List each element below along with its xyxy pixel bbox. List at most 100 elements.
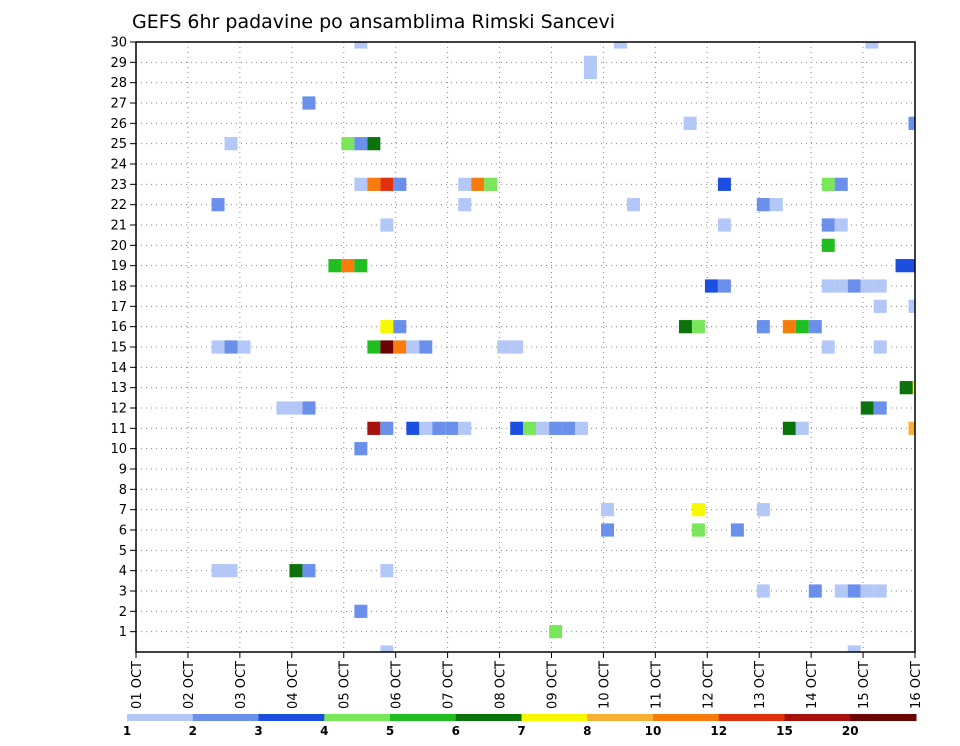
y-tick-label: 25 xyxy=(110,137,127,152)
colorbar-label: 7 xyxy=(517,724,525,738)
colorbar-swatch xyxy=(521,714,588,721)
precip-cell xyxy=(908,299,915,313)
precip-cell xyxy=(614,42,628,49)
precip-cell xyxy=(445,421,459,435)
precip-cell xyxy=(704,279,718,293)
precip-cell xyxy=(821,238,835,252)
grid-lines xyxy=(136,42,915,652)
x-tick-label: 08 OCT xyxy=(494,661,509,709)
precip-cell xyxy=(523,421,537,435)
colorbar-label: 8 xyxy=(583,724,591,738)
precip-cell xyxy=(683,116,697,130)
precip-cell xyxy=(834,584,848,598)
precip-cell xyxy=(847,279,861,293)
x-tick-label: 01 OCT xyxy=(130,661,145,709)
precip-cell xyxy=(583,65,597,80)
precip-cell xyxy=(354,177,368,191)
precip-cell xyxy=(224,137,238,151)
precip-cell xyxy=(821,177,835,191)
precip-cell xyxy=(289,564,303,578)
precip-cell xyxy=(821,340,835,354)
precip-cell xyxy=(302,564,316,578)
precip-cell xyxy=(860,584,874,598)
y-tick-label: 7 xyxy=(119,503,127,518)
y-tick-label: 22 xyxy=(110,198,127,213)
colorbar-label: 15 xyxy=(776,724,793,738)
precip-cell xyxy=(691,320,705,334)
precip-cell xyxy=(730,523,744,537)
precip-cell xyxy=(393,340,407,354)
colorbar-label: 1 xyxy=(123,724,131,738)
precip-cell xyxy=(224,340,238,354)
x-tick-label: 11 OCT xyxy=(649,661,664,709)
precip-cell xyxy=(328,259,342,273)
precip-cell xyxy=(302,96,316,110)
colorbar-label: 2 xyxy=(189,724,197,738)
y-tick-label: 14 xyxy=(110,361,127,376)
precip-cell xyxy=(354,137,368,151)
precip-cell xyxy=(908,116,915,130)
y-tick-label: 13 xyxy=(110,381,127,396)
precip-cell xyxy=(795,421,809,435)
colorbar-swatch xyxy=(653,714,720,721)
precip-cell xyxy=(873,299,887,313)
precip-cell xyxy=(458,421,472,435)
precip-cell xyxy=(367,137,381,151)
precip-cell xyxy=(380,564,394,578)
precip-cell xyxy=(419,340,433,354)
y-tick-label: 16 xyxy=(110,320,127,335)
y-tick-label: 30 xyxy=(110,36,127,51)
precip-cell xyxy=(393,177,407,191)
precip-cell xyxy=(756,320,770,334)
colorbar-swatch xyxy=(258,714,325,721)
precip-cell xyxy=(237,340,251,354)
x-tick-label: 05 OCT xyxy=(338,661,353,709)
x-tick-label: 02 OCT xyxy=(182,661,197,709)
precip-cell xyxy=(549,625,563,639)
precip-cell xyxy=(380,421,394,435)
precip-cell xyxy=(873,584,887,598)
colorbar-swatch xyxy=(324,714,391,721)
precip-cells xyxy=(211,42,915,652)
precip-cell xyxy=(601,523,615,537)
x-tick-label: 10 OCT xyxy=(597,661,612,709)
y-tick-label: 6 xyxy=(119,524,127,539)
y-tick-label: 15 xyxy=(110,341,127,356)
precip-cell xyxy=(834,177,848,191)
y-tick-label: 28 xyxy=(110,76,127,91)
precip-cell xyxy=(795,320,809,334)
precip-cell xyxy=(908,259,915,273)
precip-cell xyxy=(406,421,420,435)
x-tick-label: 12 OCT xyxy=(701,661,716,709)
precip-cell xyxy=(908,421,915,435)
precip-cell xyxy=(341,137,355,151)
precip-cell xyxy=(276,401,290,415)
colorbar-label: 12 xyxy=(710,724,727,738)
x-tick-label: 06 OCT xyxy=(390,661,405,709)
y-tick-label: 3 xyxy=(119,585,127,600)
y-tick-label: 26 xyxy=(110,117,127,132)
y-tick-label: 27 xyxy=(110,97,127,112)
precip-cell xyxy=(211,340,225,354)
precip-cell xyxy=(367,177,381,191)
precip-cell xyxy=(549,421,563,435)
precip-cell xyxy=(717,177,731,191)
precip-cell xyxy=(808,584,822,598)
colorbar-swatch xyxy=(127,714,194,721)
precip-cell xyxy=(756,584,770,598)
precip-cell xyxy=(873,401,887,415)
precip-cell xyxy=(458,177,472,191)
precip-cell xyxy=(756,503,770,517)
y-tick-label: 12 xyxy=(110,402,127,417)
x-tick-label: 15 OCT xyxy=(857,661,872,709)
x-tick-label: 14 OCT xyxy=(805,661,820,709)
x-tick-label: 13 OCT xyxy=(753,661,768,709)
colorbar-swatch xyxy=(718,714,785,721)
y-tick-label: 21 xyxy=(110,219,127,234)
precip-cell xyxy=(873,279,887,293)
colorbar-swatch xyxy=(784,714,851,721)
precip-cell xyxy=(432,421,446,435)
precip-cell xyxy=(380,320,394,334)
precip-cell xyxy=(821,218,835,232)
